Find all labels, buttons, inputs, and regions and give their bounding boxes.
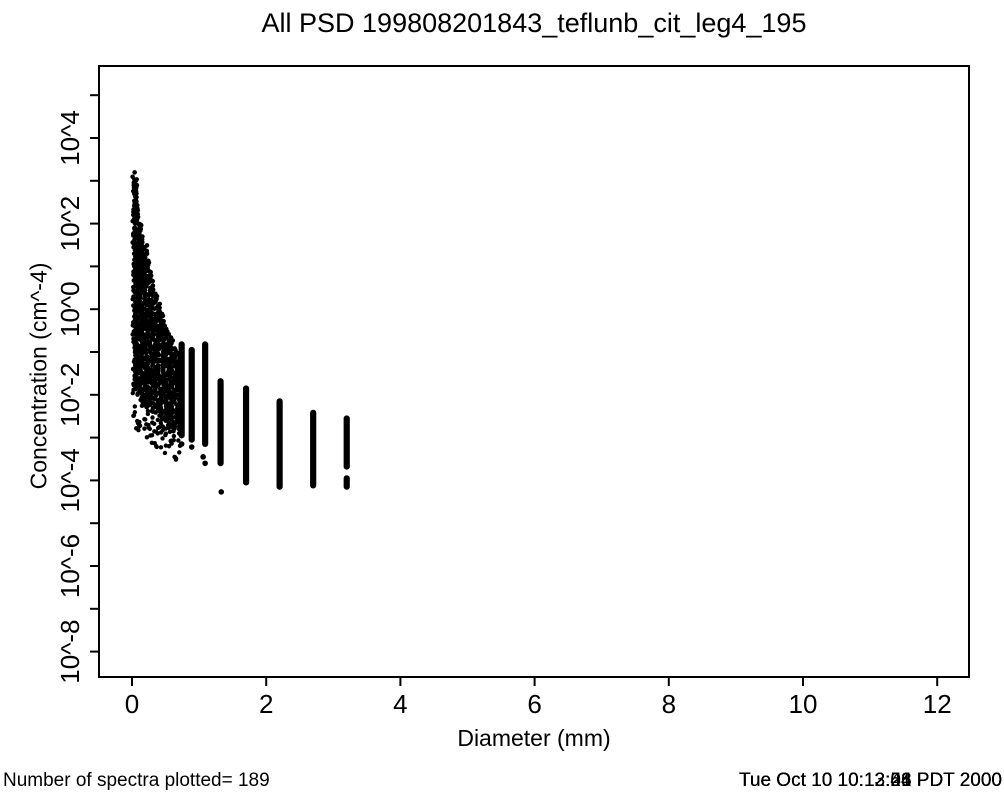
svg-text:10^2: 10^2 [55, 196, 85, 252]
spectra-count-note: Number of spectra plotted= 189 [3, 770, 270, 791]
svg-text:4: 4 [393, 689, 407, 719]
svg-text:10^-6: 10^-6 [55, 534, 85, 598]
chart-title: All PSD 199808201843_teflunb_cit_leg4_19… [261, 8, 807, 38]
x-axis-title: Diameter (mm) [457, 725, 611, 751]
svg-text:10^-2: 10^-2 [55, 363, 85, 427]
svg-text:12: 12 [923, 689, 952, 719]
svg-text:0: 0 [125, 689, 139, 719]
timestamp: Tue Oct 10 10:12:44 PDT 2000 Tue Oct 10 1… [572, 770, 1002, 796]
svg-text:6: 6 [527, 689, 541, 719]
svg-text:10: 10 [789, 689, 818, 719]
svg-text:10^-8: 10^-8 [55, 619, 85, 683]
timestamp-layer: Tue Oct 10 10:12:44 PDT 2000 [738, 770, 1002, 791]
svg-text:10^-4: 10^-4 [55, 448, 85, 512]
timestamp-layer: Tue Oct 10 10:13:21 PDT 2000 [738, 770, 1002, 791]
svg-text:8: 8 [662, 689, 676, 719]
timestamp-layer: Tue Oct 10 10:13:06 PDT 2000 [738, 770, 1002, 791]
svg-text:10^0: 10^0 [55, 281, 85, 337]
svg-text:10^4: 10^4 [55, 110, 85, 166]
timestamp-layer: Tue Oct 10 10:12:58 PDT 2000 [738, 770, 1002, 791]
svg-text:2: 2 [259, 689, 273, 719]
